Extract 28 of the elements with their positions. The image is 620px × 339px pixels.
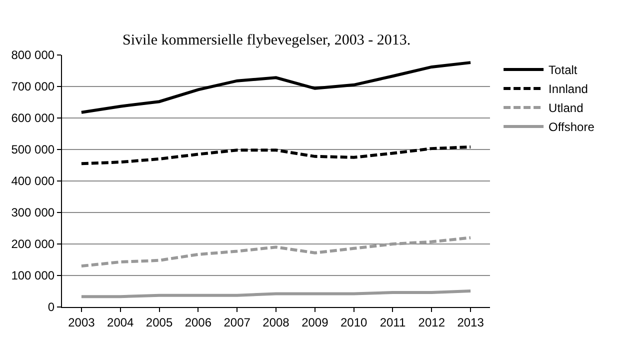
y-tick-label: 300 000 xyxy=(11,206,55,220)
y-tick-label: 0 xyxy=(48,300,55,314)
line-series xyxy=(80,145,472,166)
x-tick-label: 2005 xyxy=(146,315,173,330)
y-tick-label: 500 000 xyxy=(11,142,55,157)
x-tick-label: 2003 xyxy=(68,315,96,330)
x-tick-label: 2006 xyxy=(184,315,212,330)
y-tick-label: 800 000 xyxy=(11,48,55,62)
legend-label: Innland xyxy=(548,82,588,96)
x-tick-label: 2009 xyxy=(302,315,329,330)
x-tick-label: 2013 xyxy=(457,315,484,330)
x-tick-label: 2010 xyxy=(340,315,368,330)
x-tick-label: 2007 xyxy=(224,315,251,330)
y-tick-label: 400 000 xyxy=(11,174,55,188)
x-tick-label: 2008 xyxy=(262,315,290,330)
line-series xyxy=(80,61,472,114)
y-tick-label: 100 000 xyxy=(11,268,55,283)
x-tick-label: 2011 xyxy=(380,315,406,330)
y-tick-label: 600 000 xyxy=(11,111,55,126)
legend-label: Totalt xyxy=(548,63,578,78)
x-tick-label: 2004 xyxy=(107,315,134,330)
legend-label: Offshore xyxy=(548,120,595,134)
y-tick-label: 700 000 xyxy=(11,80,55,94)
line-series xyxy=(80,236,472,268)
legend-label: Utland xyxy=(548,101,584,116)
chart-title: Sivile kommersielle flybevegelser, 2003 - 2013. xyxy=(122,32,411,48)
y-tick-label: 200 000 xyxy=(11,237,55,252)
x-tick-label: 2012 xyxy=(418,315,446,330)
